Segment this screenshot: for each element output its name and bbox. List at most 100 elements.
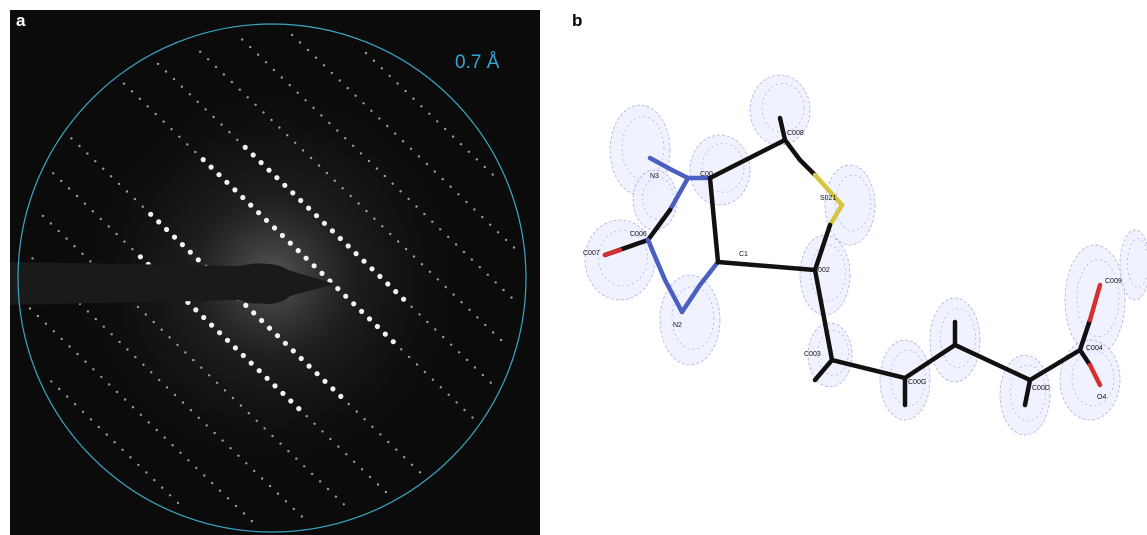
spot: [138, 254, 143, 259]
spot: [315, 57, 317, 59]
spot: [335, 496, 337, 498]
spot: [224, 180, 229, 185]
spot: [439, 228, 441, 230]
spot: [323, 64, 325, 66]
spot: [379, 433, 381, 435]
spot: [385, 281, 390, 286]
atom-label: C1: [739, 251, 748, 258]
spot: [131, 248, 133, 250]
spot: [304, 256, 309, 261]
spot: [381, 67, 383, 69]
spot: [490, 382, 492, 384]
spot: [124, 398, 126, 400]
spot: [178, 136, 180, 138]
spot: [243, 512, 245, 514]
spot: [169, 494, 171, 496]
spot: [285, 500, 287, 502]
spot: [227, 497, 229, 499]
spot: [29, 307, 31, 309]
spot: [251, 310, 256, 315]
spot: [84, 361, 86, 363]
spot: [426, 321, 428, 323]
spot: [198, 417, 200, 419]
spot: [338, 236, 343, 241]
spot: [108, 383, 110, 385]
spot: [245, 462, 247, 464]
spot: [465, 201, 467, 203]
spot: [283, 341, 288, 346]
spot: [216, 172, 221, 177]
spot: [181, 86, 183, 88]
spot: [322, 379, 327, 384]
spot: [114, 441, 116, 443]
atom-label: C00: [700, 171, 713, 178]
spot: [455, 243, 457, 245]
spot: [225, 338, 230, 343]
spot: [363, 418, 365, 420]
spot: [251, 520, 253, 522]
spot: [257, 54, 259, 56]
spot: [148, 212, 153, 217]
spot: [362, 102, 364, 104]
spot: [361, 259, 366, 264]
panel-b: b N3C00C008S021C006C007C1N2C002C003C00GC…: [572, 11, 1147, 435]
spot: [420, 105, 422, 107]
spot: [142, 206, 144, 208]
spot: [329, 438, 331, 440]
spot: [437, 278, 439, 280]
spot: [447, 236, 449, 238]
spot: [489, 224, 491, 226]
atom-label: C007: [583, 250, 600, 257]
spot: [307, 364, 312, 369]
spot: [81, 253, 83, 255]
spot: [84, 203, 86, 205]
spot: [179, 452, 181, 454]
spot: [389, 233, 391, 235]
spot: [68, 187, 70, 189]
spot: [457, 193, 459, 195]
spot: [452, 135, 454, 137]
spot: [492, 173, 494, 175]
spot: [257, 368, 262, 373]
spot: [291, 34, 293, 36]
spot: [168, 336, 170, 338]
spot: [134, 356, 136, 358]
spot: [70, 137, 72, 139]
spot: [288, 241, 293, 246]
spot: [65, 237, 67, 239]
spot: [221, 439, 223, 441]
density-mesh: [585, 75, 1147, 435]
spot: [484, 166, 486, 168]
spot: [156, 219, 161, 224]
spot: [273, 69, 275, 71]
spot: [432, 379, 434, 381]
spot: [264, 218, 269, 223]
spot: [373, 60, 375, 62]
spot: [361, 468, 363, 470]
spot: [256, 420, 258, 422]
spot: [294, 142, 296, 144]
spot: [232, 397, 234, 399]
spot: [307, 49, 309, 51]
spot: [481, 216, 483, 218]
spot: [479, 266, 481, 268]
spot: [60, 180, 62, 182]
spot: [150, 371, 152, 373]
spot: [302, 149, 304, 151]
spot: [98, 426, 100, 428]
spot: [61, 338, 63, 340]
spot: [436, 120, 438, 122]
atom-label: C00D: [1032, 385, 1050, 392]
spot: [90, 418, 92, 420]
spot: [147, 105, 149, 107]
spot: [327, 488, 329, 490]
spot: [413, 255, 415, 257]
spot: [118, 183, 120, 185]
spot: [463, 409, 465, 411]
spot: [351, 301, 356, 306]
spot: [173, 78, 175, 80]
spot: [369, 476, 371, 478]
spot: [241, 38, 243, 40]
spot: [320, 114, 322, 116]
spot: [403, 456, 405, 458]
